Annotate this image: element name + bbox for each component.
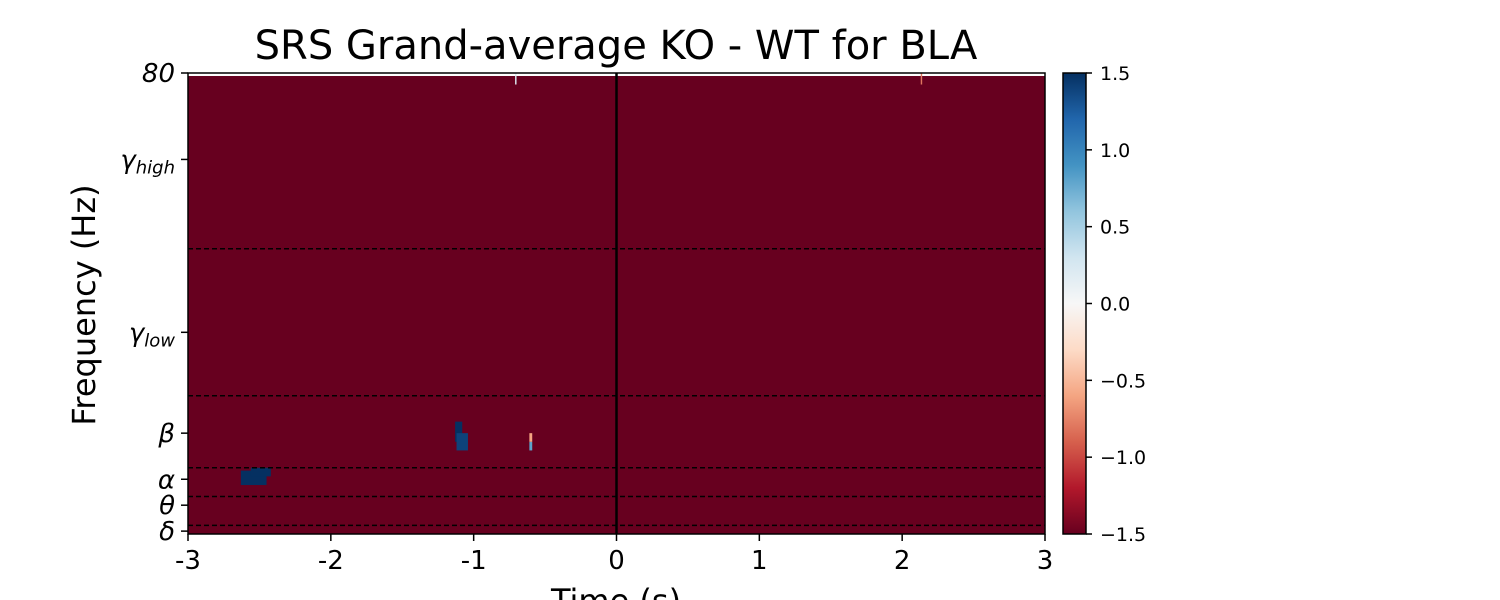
y-tick-label: α bbox=[158, 465, 175, 495]
colorbar-tick-label: 1.0 bbox=[1100, 140, 1130, 162]
x-tick-label: 1 bbox=[751, 546, 768, 576]
x-tick-label: 2 bbox=[894, 546, 911, 576]
x-tick-label: 3 bbox=[1037, 546, 1054, 576]
heatmap-cell bbox=[529, 433, 533, 442]
x-tick-label: -2 bbox=[318, 546, 344, 576]
x-tick-label: -1 bbox=[461, 546, 487, 576]
colorbar-tick-label: 1.5 bbox=[1100, 63, 1130, 85]
colorbar-gradient bbox=[1062, 72, 1087, 535]
colorbar-tick-label: −1.5 bbox=[1100, 524, 1146, 546]
y-tick-label: γlow bbox=[129, 318, 175, 351]
x-axis-label: Time (s) bbox=[550, 582, 681, 600]
chart-title: SRS Grand-average KO - WT for BLA bbox=[255, 23, 978, 69]
colorbar-tick-label: −0.5 bbox=[1100, 370, 1146, 392]
colorbar-tick-label: 0.0 bbox=[1100, 294, 1130, 316]
x-tick-label: 0 bbox=[608, 546, 625, 576]
y-tick-label: θ bbox=[159, 491, 175, 521]
y-tick-label: δ bbox=[159, 517, 175, 547]
heatmap-cell bbox=[920, 73, 923, 85]
colorbar-tick-label: 0.5 bbox=[1100, 217, 1130, 239]
colorbar-tick-label: −1.0 bbox=[1100, 447, 1146, 469]
y-tick-label: γhigh bbox=[120, 145, 175, 178]
heatmap-cell bbox=[456, 433, 468, 451]
heatmap-cell bbox=[455, 421, 463, 442]
heatmap-cell bbox=[250, 467, 271, 477]
y-tick-label: 80 bbox=[142, 59, 175, 89]
x-tick-label: -3 bbox=[175, 546, 201, 576]
colorbar: 1.5 1.0 0.5 0.0 −0.5 −1.0 −1.5 bbox=[1062, 63, 1146, 546]
y-axis-label: Frequency (Hz) bbox=[65, 184, 103, 425]
heatmap-cell bbox=[515, 73, 517, 85]
y-tick-label: β bbox=[157, 419, 175, 449]
heatmap-cell bbox=[529, 441, 533, 451]
